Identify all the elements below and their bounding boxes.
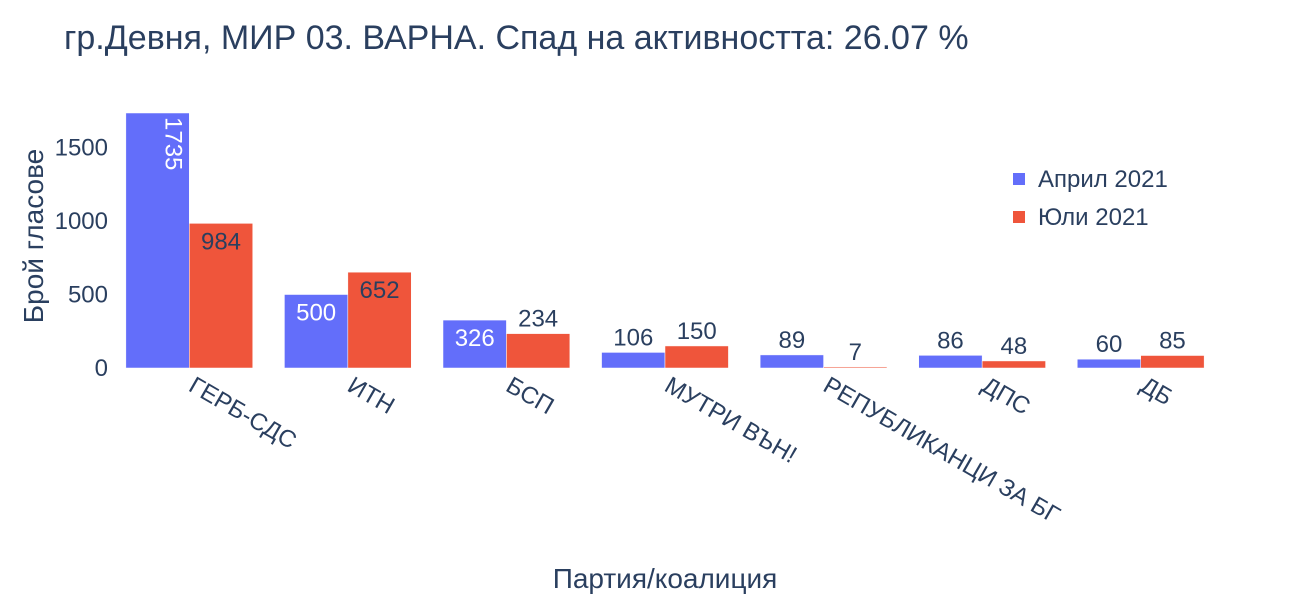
- bar: [189, 223, 253, 369]
- x-tick-label: ДПС: [977, 372, 1035, 421]
- y-axis-title: Брой гласове: [18, 149, 49, 323]
- bar-value-label: 984: [201, 228, 241, 255]
- bar-value-label: 652: [360, 277, 400, 304]
- bar-value-label: 106: [613, 324, 653, 351]
- legend: Април 2021 Юли 2021: [1013, 166, 1168, 231]
- bar-value-label: 85: [1159, 328, 1186, 355]
- bar-value-label: 48: [1001, 333, 1028, 360]
- bar: [601, 352, 666, 369]
- bar-value-label: 500: [296, 300, 336, 327]
- bar: [664, 345, 729, 369]
- bar-value-label: 326: [455, 325, 495, 352]
- chart-title: гр.Девня, МИР 03. ВАРНА. Спад на активно…: [64, 19, 969, 57]
- bar: [1077, 358, 1141, 369]
- legend-swatch: [1013, 173, 1025, 185]
- bar-value-label: 234: [518, 306, 558, 333]
- bar: [759, 354, 824, 369]
- bar: [347, 271, 412, 369]
- bar-value-label: 86: [937, 327, 964, 354]
- bar: [1140, 355, 1205, 369]
- y-tick-label: 500: [68, 282, 108, 309]
- x-tick-label: ДБ: [1136, 372, 1177, 411]
- x-axis: ГЕРБ-СДС ИТН БСП МУТРИ ВЪН! РЕПУБЛИКАНЦИ ЗА …: [184, 372, 1177, 529]
- x-tick-label: МУТРИ ВЪН!: [660, 372, 801, 469]
- bar: [823, 366, 888, 369]
- legend-swatch: [1013, 211, 1025, 223]
- bar: [284, 294, 349, 369]
- legend-label: Април 2021: [1038, 166, 1168, 193]
- x-axis-title: Партия/коалиция: [553, 563, 778, 594]
- bar-value-label: 60: [1096, 331, 1123, 358]
- bar: [125, 112, 190, 369]
- bar-value-label: 150: [677, 318, 717, 345]
- legend-label: Юли 2021: [1038, 204, 1149, 231]
- x-tick-label: БСП: [501, 372, 558, 420]
- bar-value-label: 89: [779, 327, 806, 354]
- bar: [506, 333, 571, 369]
- x-tick-label: ИТН: [343, 372, 399, 420]
- y-tick-label: 1500: [55, 135, 108, 162]
- y-tick-label: 1000: [55, 208, 108, 235]
- y-tick-label: 0: [95, 355, 108, 382]
- y-axis: 0 500 1000 1500: [55, 135, 108, 382]
- x-tick-label: ГЕРБ-СДС: [184, 372, 301, 455]
- bar: [981, 360, 1046, 369]
- bar-value-label: 1735: [160, 117, 187, 170]
- plot-area: 1735 984 500 652 326 234 106 150 89 7 86 48 60 85: [125, 112, 1205, 369]
- bar: [918, 355, 983, 369]
- bar-value-label: 7: [849, 339, 862, 366]
- bar: [442, 319, 507, 369]
